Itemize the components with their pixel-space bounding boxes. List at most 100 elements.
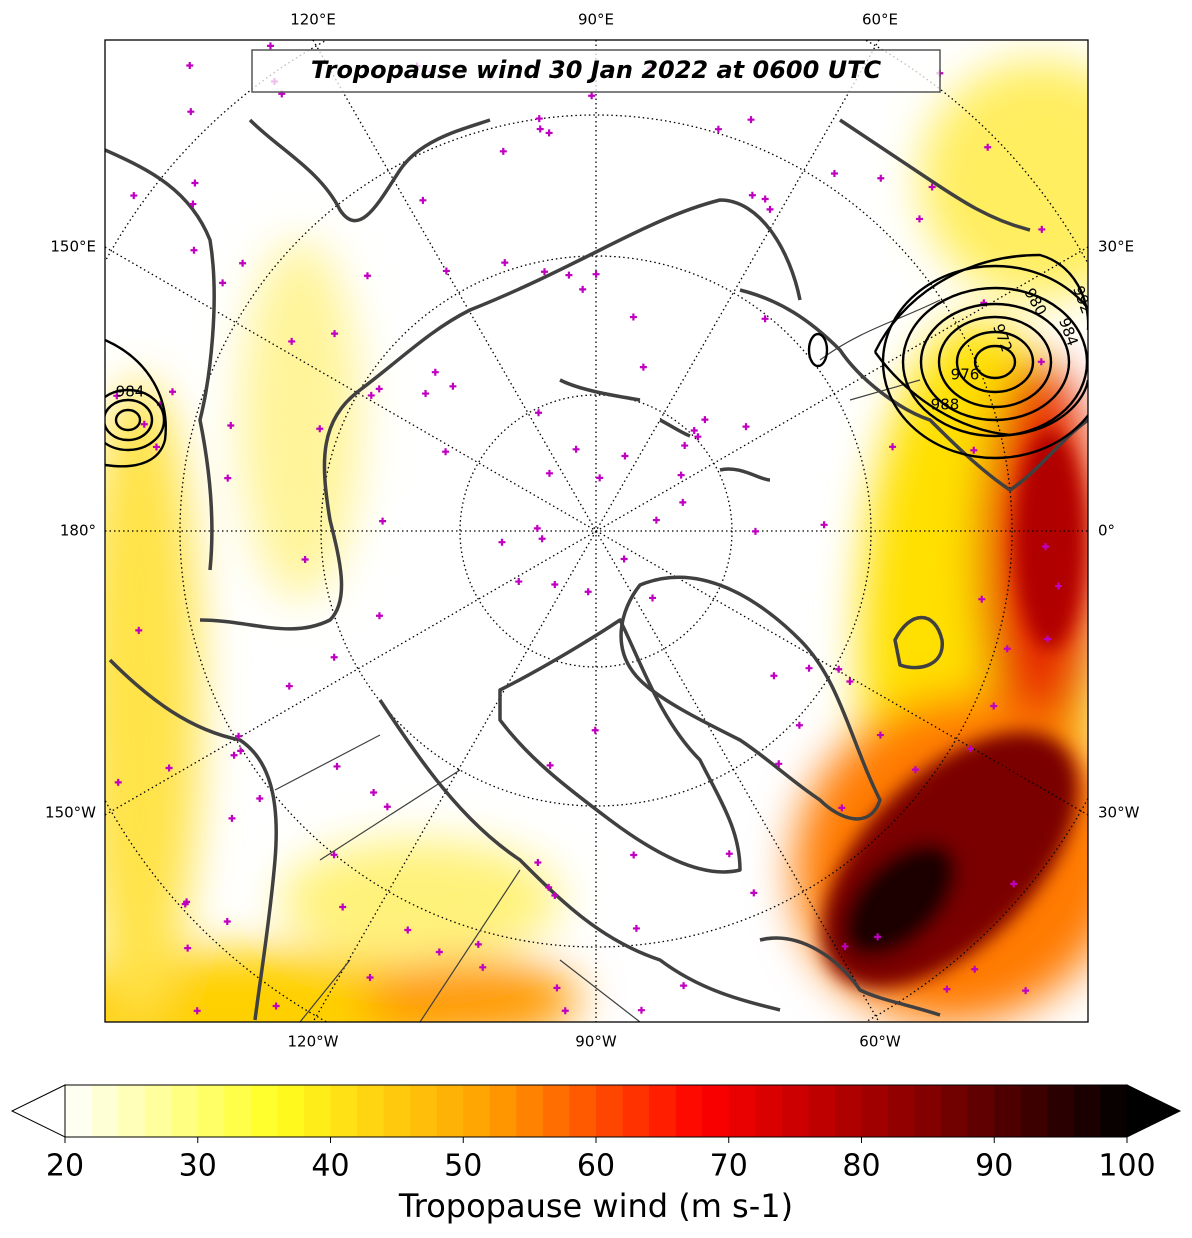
station-marker <box>404 926 412 934</box>
colorbar-step <box>357 1085 385 1137</box>
colorbar-step <box>224 1085 252 1137</box>
colorbar-step <box>489 1085 517 1137</box>
station-marker <box>545 129 553 137</box>
lon-label: 30°E <box>1098 238 1134 256</box>
colorbar-step <box>994 1085 1022 1137</box>
station-marker <box>714 125 722 133</box>
colorbar-step <box>463 1085 491 1137</box>
station-marker <box>375 612 383 620</box>
contour-label: 976 <box>951 366 980 384</box>
station-marker <box>679 498 687 506</box>
station-marker <box>694 433 702 441</box>
station-marker <box>553 984 561 992</box>
station-marker <box>639 363 647 371</box>
station-marker <box>1003 645 1011 653</box>
station-marker <box>419 196 427 204</box>
station-marker <box>637 1006 645 1014</box>
colorbar-tick-label: 90 <box>975 1149 1013 1184</box>
station-marker <box>515 578 523 586</box>
station-marker <box>239 259 247 267</box>
station-marker <box>191 179 199 187</box>
station-marker <box>422 390 430 398</box>
station-marker <box>266 42 274 50</box>
colorbar-step <box>250 1085 278 1137</box>
station-marker <box>316 425 324 433</box>
station-marker <box>363 272 371 280</box>
lon-label: 60°E <box>862 11 898 29</box>
station-marker <box>184 944 192 952</box>
station-marker <box>114 778 122 786</box>
station-marker <box>230 751 238 759</box>
station-marker <box>830 170 838 178</box>
station-marker <box>681 442 689 450</box>
station-marker <box>538 535 546 543</box>
station-marker <box>285 682 293 690</box>
lon-label: 60°W <box>859 1033 901 1051</box>
colorbar-step <box>542 1085 571 1137</box>
station-marker <box>193 1007 201 1015</box>
station-marker <box>366 974 374 982</box>
map-area: 984 980 984 992 976 972 988 Tropopause w… <box>105 40 1088 1022</box>
station-marker <box>379 517 387 525</box>
station-marker <box>331 330 339 338</box>
colorbar-step <box>516 1085 544 1137</box>
station-marker <box>499 147 507 155</box>
station-marker <box>928 183 936 191</box>
station-marker <box>1054 582 1062 590</box>
title-box <box>251 49 941 93</box>
colorbar-step <box>436 1085 464 1137</box>
station-marker <box>565 271 573 279</box>
station-marker <box>536 125 544 133</box>
station-marker <box>1042 543 1050 551</box>
station-marker <box>591 726 599 734</box>
station-marker <box>474 940 482 948</box>
station-marker <box>545 883 553 891</box>
station-marker <box>596 474 604 482</box>
station-marker <box>846 678 854 686</box>
station-marker <box>629 313 637 321</box>
map-title: Tropopause wind 30 Jan 2022 at 0600 UTC <box>311 56 882 84</box>
station-marker <box>775 760 783 768</box>
colorbar-tick-label: 50 <box>444 1149 482 1184</box>
colorbar-tick-label: 60 <box>577 1149 615 1184</box>
colorbar-step <box>755 1085 783 1137</box>
lon-label: 30°W <box>1098 804 1140 822</box>
station-marker <box>228 814 236 822</box>
station-marker <box>805 664 813 672</box>
station-marker <box>572 445 580 453</box>
colorbar-step <box>675 1085 703 1137</box>
map-frame <box>104 39 1089 1023</box>
station-marker <box>189 200 197 208</box>
station-marker <box>677 471 685 479</box>
station-marker <box>588 92 596 100</box>
station-marker <box>748 191 756 199</box>
station-marker <box>190 246 198 254</box>
colorbar-tick-label: 30 <box>179 1149 217 1184</box>
colorbar-step <box>91 1085 119 1137</box>
station-marker <box>835 665 843 673</box>
longitude-labels: 120°E 90°E 60°E 150°E 180° 150°W 30°E 0°… <box>45 11 1140 1051</box>
colorbar-label: Tropopause wind (m s-1) <box>398 1187 793 1225</box>
station-marker <box>181 900 189 908</box>
station-marker <box>533 524 541 532</box>
station-marker <box>943 985 951 993</box>
station-marker <box>751 527 759 535</box>
station-marker <box>1037 358 1045 366</box>
coastlines <box>105 118 1088 1021</box>
station-marker <box>584 588 592 596</box>
colorbar-tick-label: 40 <box>311 1149 349 1184</box>
station-marker <box>449 382 457 390</box>
colorbar-extend-low <box>10 1084 66 1138</box>
station-marker <box>579 285 587 293</box>
station-marker <box>288 337 296 345</box>
station-marker <box>750 889 758 897</box>
station-marker <box>978 595 986 603</box>
station-marker <box>535 409 543 417</box>
station-marker <box>545 469 553 477</box>
station-marker <box>1010 880 1018 888</box>
station-marker <box>742 423 750 431</box>
colorbar-tick-label: 100 <box>1098 1149 1155 1184</box>
station-marker <box>330 653 338 661</box>
station-marker <box>621 452 629 460</box>
